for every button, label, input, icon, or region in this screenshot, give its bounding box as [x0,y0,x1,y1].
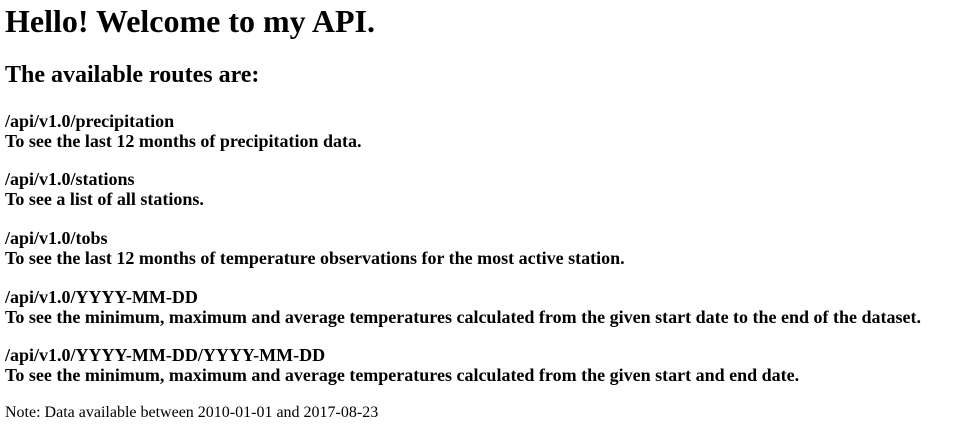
route-description: To see the minimum, maximum and average … [5,365,800,385]
route-item-start-end-date: /api/v1.0/YYYY-MM-DD/YYYY-MM-DD To see t… [5,345,799,385]
routes-heading: The available routes are: [5,62,260,88]
data-availability-note: Note: Data available between 2010-01-01 … [5,404,379,421]
route-path: /api/v1.0/YYYY-MM-DD [5,287,198,307]
route-item-start-date: /api/v1.0/YYYY-MM-DD To see the minimum,… [5,287,921,327]
route-item-precipitation: /api/v1.0/precipitation To see the last … [5,111,362,151]
route-path: /api/v1.0/tobs [5,228,108,248]
route-path: /api/v1.0/YYYY-MM-DD/YYYY-MM-DD [5,345,326,365]
route-description: To see the minimum, maximum and average … [5,307,922,327]
route-description: To see the last 12 months of temperature… [5,248,625,268]
route-path: /api/v1.0/stations [5,169,135,189]
route-description: To see the last 12 months of precipitati… [5,131,362,151]
route-item-stations: /api/v1.0/stations To see a list of all … [5,169,204,209]
page-title: Hello! Welcome to my API. [5,3,375,39]
route-description: To see a list of all stations. [5,189,204,209]
route-path: /api/v1.0/precipitation [5,111,175,131]
route-item-tobs: /api/v1.0/tobs To see the last 12 months… [5,228,625,268]
